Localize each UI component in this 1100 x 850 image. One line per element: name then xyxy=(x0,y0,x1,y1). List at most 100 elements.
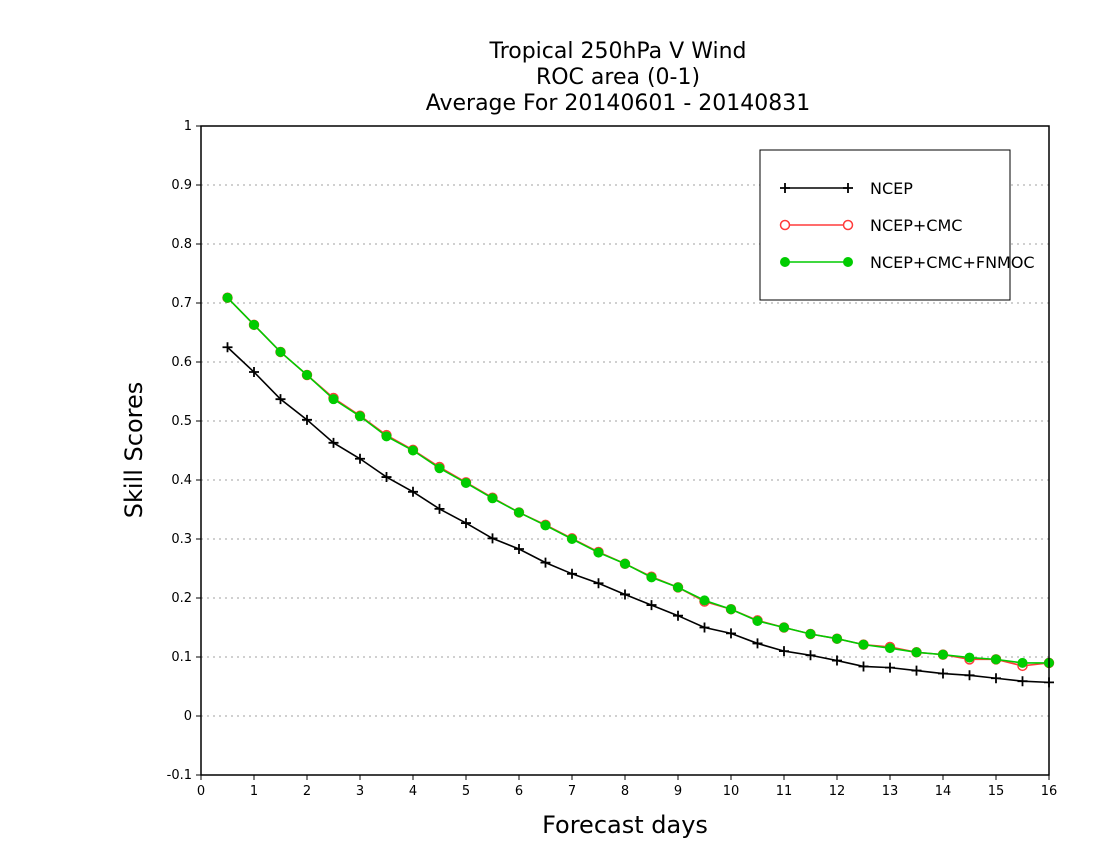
data-point-ncep xyxy=(408,486,418,497)
legend-label-ncep: NCEP xyxy=(870,179,913,198)
data-point-ncep-cmc-fnmoc xyxy=(805,628,816,639)
y-axis-label: Skill Scores xyxy=(120,382,148,519)
data-point-ncep-cmc-fnmoc xyxy=(275,346,286,357)
y-tick-label: 0.4 xyxy=(171,473,192,488)
x-tick-label: 1 xyxy=(250,784,258,799)
x-tick-label: 12 xyxy=(829,784,846,799)
data-point-ncep xyxy=(302,414,312,425)
data-point-ncep xyxy=(938,668,948,679)
data-point-ncep-cmc-fnmoc xyxy=(514,507,524,518)
data-point-ncep xyxy=(620,589,630,600)
y-tick-label: 1 xyxy=(184,119,192,134)
data-point-ncep-cmc-fnmoc xyxy=(938,649,948,660)
data-point-ncep-cmc-fnmoc xyxy=(434,463,445,474)
data-point-ncep-cmc-fnmoc xyxy=(355,411,365,422)
data-point-ncep xyxy=(355,453,365,464)
data-point-ncep-cmc-fnmoc xyxy=(832,633,842,644)
legend-marker-end-ncep-cmc-fnmoc xyxy=(843,257,853,267)
data-point-ncep-cmc-fnmoc xyxy=(911,647,922,658)
data-point-ncep-cmc-fnmoc xyxy=(885,643,895,654)
legend-marker-end-ncep xyxy=(843,183,853,193)
data-point-ncep-cmc-fnmoc xyxy=(991,654,1001,665)
data-point-ncep-cmc-fnmoc xyxy=(487,493,498,504)
x-tick-label: 5 xyxy=(462,784,470,799)
y-tick-label: 0.6 xyxy=(171,355,192,370)
legend-label-ncep-cmc-fnmoc: NCEP+CMC+FNMOC xyxy=(870,253,1035,272)
data-point-ncep xyxy=(487,533,498,544)
legend-marker-start-ncep xyxy=(780,183,790,193)
data-point-ncep-cmc-fnmoc xyxy=(964,652,975,663)
legend-entries: NCEP NCEP+CMC NCEP+CMC+FNMOC xyxy=(779,179,1035,272)
data-point-ncep xyxy=(858,661,869,672)
x-tick-label: 14 xyxy=(935,784,952,799)
plot-frame xyxy=(200,125,1050,776)
series-ncep xyxy=(222,342,1054,688)
data-point-ncep xyxy=(540,557,551,568)
data-point-ncep-cmc-fnmoc xyxy=(249,319,259,330)
data-point-ncep xyxy=(964,670,975,681)
legend-label-ncep-cmc: NCEP+CMC xyxy=(870,216,962,235)
data-point-ncep xyxy=(805,650,816,661)
data-point-ncep-cmc-fnmoc xyxy=(408,445,418,456)
data-point-ncep-cmc-fnmoc xyxy=(752,616,763,627)
data-point-ncep xyxy=(514,544,524,555)
y-tick-label: 0.1 xyxy=(171,650,192,665)
data-point-ncep xyxy=(991,673,1001,684)
x-tick-label: 2 xyxy=(303,784,311,799)
legend: NCEP NCEP+CMC NCEP+CMC+FNMOC xyxy=(759,149,1035,301)
x-tick-label: 8 xyxy=(621,784,629,799)
data-point-ncep xyxy=(593,578,604,589)
data-point-ncep-cmc-fnmoc xyxy=(461,477,471,488)
x-tick-label: 16 xyxy=(1041,784,1058,799)
x-tick-label: 7 xyxy=(568,784,576,799)
data-point-ncep xyxy=(567,568,577,579)
data-point-ncep-cmc-fnmoc xyxy=(222,292,233,303)
data-point-ncep xyxy=(381,472,392,483)
data-point-ncep xyxy=(328,437,339,448)
y-tick-label: 0.8 xyxy=(171,237,192,252)
y-tick-label: 0.5 xyxy=(171,414,192,429)
x-tick-label: 6 xyxy=(515,784,523,799)
data-point-ncep xyxy=(275,394,286,405)
y-tick-label: 0.9 xyxy=(171,178,192,193)
data-point-ncep-cmc-fnmoc xyxy=(567,534,577,544)
data-point-ncep-cmc-fnmoc xyxy=(381,431,392,442)
legend-marker-start-ncep-cmc xyxy=(779,219,791,231)
data-point-ncep-cmc-fnmoc xyxy=(673,582,683,593)
data-point-ncep xyxy=(779,646,789,657)
y-tick-label: 0.7 xyxy=(171,296,192,311)
x-tick-label: 15 xyxy=(988,784,1005,799)
data-point-ncep xyxy=(726,628,736,639)
legend-marker-end-ncep-cmc xyxy=(842,219,854,231)
data-point-ncep xyxy=(673,610,683,621)
x-axis-label: Forecast days xyxy=(542,811,708,839)
legend-entry-ncep: NCEP xyxy=(780,179,913,198)
data-point-ncep-cmc-fnmoc xyxy=(858,639,869,650)
data-point-ncep-cmc-fnmoc xyxy=(779,622,789,633)
x-tick-label: 9 xyxy=(674,784,682,799)
data-point-ncep xyxy=(752,638,763,649)
data-point-ncep-cmc-fnmoc xyxy=(1017,657,1028,668)
chart-title-line-3: Average For 20140601 - 20140831 xyxy=(426,91,811,116)
data-point-ncep xyxy=(1017,676,1028,687)
y-tick-label: 0.2 xyxy=(171,591,192,606)
data-point-ncep xyxy=(699,622,710,633)
legend-entry-ncep-cmc-fnmoc: NCEP+CMC+FNMOC xyxy=(780,253,1035,272)
chart-title-line-2: ROC area (0-1) xyxy=(536,65,700,90)
legend-entry-ncep-cmc: NCEP+CMC xyxy=(779,216,962,235)
data-point-ncep-cmc-fnmoc xyxy=(328,394,339,405)
y-tick-label: 0 xyxy=(184,709,192,724)
axis-ticks: -0.100.10.20.30.40.50.60.70.80.910 1 2 3 4 5 6… xyxy=(167,119,1058,799)
data-point-ncep-cmc-fnmoc xyxy=(540,520,551,531)
data-point-ncep-cmc-fnmoc xyxy=(593,547,604,558)
data-point-ncep xyxy=(832,655,842,666)
chart-title-line-1: Tropical 250hPa V Wind xyxy=(488,39,746,64)
data-point-ncep xyxy=(885,662,895,673)
x-tick-label: 3 xyxy=(356,784,364,799)
x-tick-label: 10 xyxy=(723,784,740,799)
data-point-ncep-cmc-fnmoc xyxy=(646,572,657,583)
y-tick-label: 0.3 xyxy=(171,532,192,547)
data-point-ncep-cmc-fnmoc xyxy=(726,604,736,615)
